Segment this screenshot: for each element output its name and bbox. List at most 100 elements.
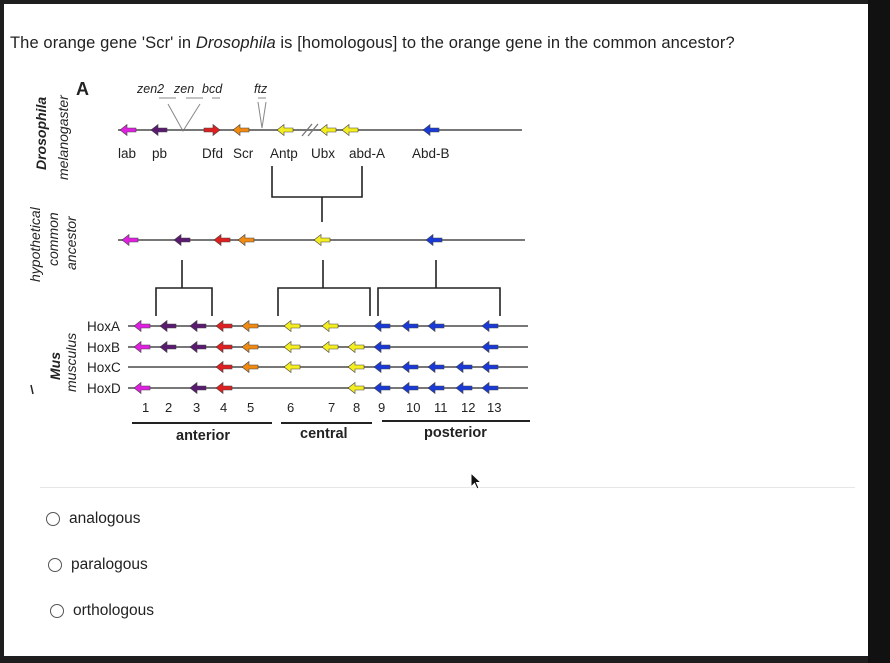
region-bars (132, 421, 530, 423)
gene-arrow-dfd (204, 125, 220, 136)
paralog-number-3: 3 (193, 400, 200, 415)
mouse-gene-arrow (216, 321, 232, 332)
option-label-orthologous: orthologous (73, 602, 154, 620)
region-posterior: posterior (424, 425, 487, 441)
mouse-gene-arrow (456, 362, 472, 373)
mouse-gene-arrow (374, 342, 390, 353)
mouse-gene-arrow (190, 342, 206, 353)
mouse-gene-arrow (428, 321, 444, 332)
paralog-number-5: 5 (247, 400, 254, 415)
mouse-gene-arrow (348, 362, 364, 373)
mouse-gene-arrow (190, 383, 206, 394)
mouse-gene-arrow (348, 383, 364, 394)
mouse-gene-arrow (216, 362, 232, 373)
cluster-hoxc: HoxC (87, 360, 121, 375)
mouse-gene-arrow (482, 383, 498, 394)
option-label-analogous: analogous (69, 510, 141, 528)
paralog-number-11: 11 (434, 400, 448, 415)
option-label-paralogous: paralogous (71, 556, 148, 574)
label-hypothetical: hypothetical (27, 206, 43, 282)
paralog-number-12: 12 (461, 400, 475, 415)
mouse-gene-arrow (428, 362, 444, 373)
gene-abd-b: Abd-B (412, 146, 450, 161)
label-melanogaster: melanogaster (55, 94, 71, 180)
paralog-number-13: 13 (487, 400, 501, 415)
mouse-gene-arrow (242, 362, 258, 373)
mouse-gene-arrow (482, 362, 498, 373)
radio-orthologous[interactable] (50, 604, 64, 618)
mouse-gene-arrow (482, 321, 498, 332)
mouse-gene-arrow (374, 362, 390, 373)
mouse-gene-arrow (190, 321, 206, 332)
fly-to-ancestor-bracket (272, 166, 362, 222)
gene-arrow-lab (120, 125, 136, 136)
ancestor-arrow-2 (174, 235, 190, 246)
mouse-gene-arrow (456, 383, 472, 394)
radio-analogous[interactable] (46, 512, 60, 526)
region-anterior: anterior (176, 428, 230, 444)
gene-bcd: bcd (202, 82, 223, 96)
insertion-connectors (159, 98, 266, 131)
mouse-gene-arrow (428, 383, 444, 394)
option-paralogous[interactable]: paralogous (48, 556, 148, 574)
ancestor-arrow-3 (214, 235, 230, 246)
label-common: common (45, 212, 61, 266)
gene-ftz: ftz (254, 82, 268, 96)
mouse-gene-arrow (242, 342, 258, 353)
mouse-gene-arrow (482, 342, 498, 353)
label-musculus: musculus (63, 333, 79, 392)
mouse-gene-arrow (284, 321, 300, 332)
mouse-gene-arrow (284, 362, 300, 373)
ancestor-arrow-4 (238, 235, 254, 246)
gene-arrow-scr (233, 125, 249, 136)
panel-label: A (76, 79, 89, 99)
paralog-number-2: 2 (165, 400, 172, 415)
stray-mark (31, 385, 33, 394)
mouse-gene-arrow (374, 321, 390, 332)
ancestor-arrow-1 (122, 235, 138, 246)
mouse-gene-arrow (322, 321, 338, 332)
mouse-gene-arrow (160, 321, 176, 332)
mouse-gene-arrow (284, 342, 300, 353)
ancestor-arrow-5 (314, 235, 330, 246)
mouse-gene-arrow (322, 342, 338, 353)
cluster-hoxb: HoxB (87, 340, 120, 355)
option-orthologous[interactable]: orthologous (50, 602, 154, 620)
gene-ubx: Ubx (311, 146, 335, 161)
label-mus: Mus (47, 352, 63, 380)
mouse-gene-arrow (374, 383, 390, 394)
gene-zen: zen (173, 82, 194, 96)
gene-pb: pb (152, 146, 167, 161)
gene-arrow-abd-a (342, 125, 358, 136)
ancestor-to-mouse-brackets (156, 260, 500, 316)
cluster-hoxd: HoxD (87, 381, 121, 396)
gene-scr: Scr (233, 146, 254, 161)
paralog-number-4: 4 (220, 400, 227, 415)
gene-arrow-antp (277, 125, 293, 136)
mouse-gene-arrow (134, 383, 150, 394)
mouse-gene-arrow (216, 383, 232, 394)
mouse-cursor-icon (470, 472, 484, 492)
mouse-gene-arrow (348, 342, 364, 353)
mouse-gene-arrow (160, 342, 176, 353)
mouse-gene-arrow (134, 321, 150, 332)
paralog-number-8: 8 (353, 400, 360, 415)
label-ancestor: ancestor (63, 215, 79, 270)
gene-dfd: Dfd (202, 146, 223, 161)
option-analogous[interactable]: analogous (46, 510, 141, 528)
mouse-genes (134, 321, 498, 394)
paralog-number-7: 7 (328, 400, 335, 415)
mouse-gene-arrow (402, 362, 418, 373)
option-separator (40, 487, 855, 488)
paralog-number-10: 10 (406, 400, 420, 415)
paralog-number-9: 9 (378, 400, 385, 415)
cluster-hoxa: HoxA (87, 319, 120, 334)
mouse-gene-arrow (216, 342, 232, 353)
mouse-gene-arrow (402, 321, 418, 332)
mouse-gene-arrow (402, 383, 418, 394)
gene-antp: Antp (270, 146, 298, 161)
mouse-gene-arrow (242, 321, 258, 332)
gene-abd-a: abd-A (349, 146, 385, 161)
radio-paralogous[interactable] (48, 558, 62, 572)
label-drosophila: Drosophila (33, 97, 49, 170)
